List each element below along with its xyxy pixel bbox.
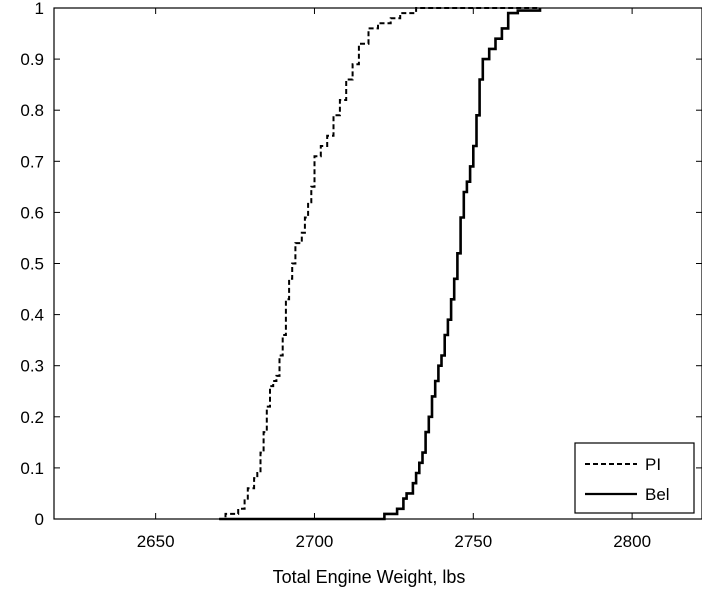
plot-frame — [53, 7, 702, 520]
x-tick-label: 2650 — [137, 532, 175, 551]
y-tick-label: 0 — [35, 510, 44, 529]
x-tick-label: 2800 — [613, 532, 651, 551]
ticks-layer: 2650 2700 2750 2800 0 0.1 0.2 0.3 0.4 0.5 0.6 0.7 0.… — [20, 0, 702, 551]
legend-label-pi: PI — [645, 455, 661, 474]
y-tick-label: 0.4 — [20, 306, 44, 325]
x-tick-label: 2700 — [296, 532, 334, 551]
y-tick-label: 0.2 — [20, 408, 44, 427]
y-tick-label: 0.5 — [20, 255, 44, 274]
legend: PI Bel — [574, 442, 695, 514]
x-tick-label: 2750 — [454, 532, 492, 551]
y-tick-label: 1 — [35, 0, 44, 18]
legend-box — [574, 442, 695, 514]
y-tick-label: 0.7 — [20, 152, 44, 171]
series-line-pi — [219, 7, 540, 520]
y-tick-label: 0.6 — [20, 203, 44, 222]
y-tick-label: 0.8 — [20, 101, 44, 120]
y-tick-label: 0.1 — [20, 459, 44, 478]
y-tick-label: 0.9 — [20, 50, 44, 69]
x-axis-title: Total Engine Weight, lbs — [273, 567, 466, 587]
y-tick-label: 0.3 — [20, 357, 44, 376]
series-layer — [219, 7, 542, 521]
legend-label-bel: Bel — [645, 485, 670, 504]
series-line-bel — [219, 8, 542, 521]
